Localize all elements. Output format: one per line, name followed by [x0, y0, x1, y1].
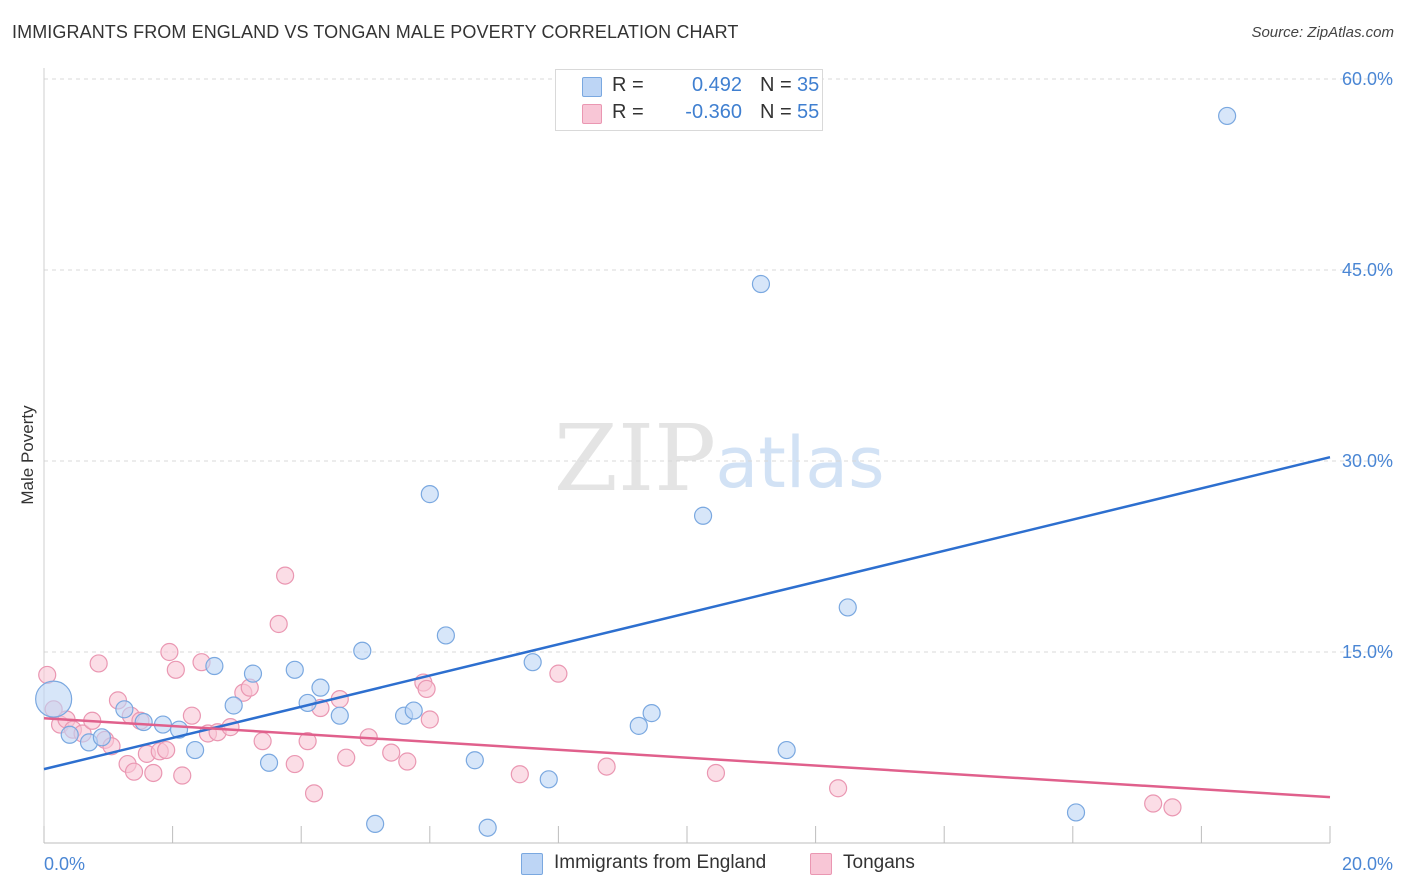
n-label: N = — [760, 101, 792, 123]
england-point — [285, 660, 304, 679]
england-point — [523, 653, 542, 672]
tongan-point — [337, 748, 356, 767]
england-point — [838, 598, 857, 617]
tongan-point — [417, 679, 436, 699]
stats-legend: R = 0.492 N = 35 R = -0.360 N = 55 — [555, 69, 823, 131]
england-point — [1066, 803, 1086, 822]
tongan-point — [382, 743, 401, 762]
england-point — [330, 706, 349, 725]
england-point — [629, 716, 648, 735]
source-credit: Source: ZipAtlas.com — [1251, 24, 1394, 41]
n-value: 35 — [797, 74, 820, 96]
x-tick-labels: 0.0% 20.0% — [44, 854, 1393, 874]
r-value: -0.360 — [685, 101, 742, 123]
england-point — [134, 712, 153, 732]
tongan-point — [1144, 794, 1163, 813]
tongan-point — [157, 740, 176, 760]
england-point — [366, 814, 385, 834]
tongan-point — [304, 784, 324, 803]
watermark-atlas: atlas — [715, 422, 884, 504]
y-tick-label: 45.0% — [1342, 260, 1393, 280]
england-point — [777, 740, 796, 760]
england-point — [35, 680, 73, 718]
england-point — [539, 770, 558, 789]
england-point — [751, 274, 771, 294]
england-points — [35, 106, 1237, 837]
england-swatch — [582, 77, 602, 97]
england-point — [1218, 106, 1237, 126]
tongan-point — [276, 566, 295, 585]
tongan-point — [89, 654, 108, 673]
england-point — [404, 701, 423, 720]
n-label: N = — [760, 74, 792, 96]
r-label: R = — [612, 74, 644, 96]
england-point — [205, 656, 224, 676]
england-point — [436, 626, 455, 645]
england-point — [186, 740, 205, 760]
england-point — [311, 678, 330, 697]
tongan-point — [510, 765, 529, 784]
trend-lines — [43, 455, 1331, 799]
watermark-zip: ZIP — [554, 405, 716, 512]
tongan-point — [253, 732, 272, 751]
england-point — [224, 696, 243, 715]
tongan-point — [420, 710, 439, 729]
tongan-trend-line — [43, 716, 1331, 799]
tongan-point — [166, 660, 185, 679]
r-label: R = — [612, 101, 644, 123]
tongan-point — [285, 754, 304, 774]
tongans-swatch — [810, 853, 832, 875]
tongan-point — [597, 757, 616, 776]
tongan-point — [298, 732, 317, 751]
tongan-point — [124, 762, 144, 781]
england-point — [92, 728, 111, 747]
england-swatch — [521, 853, 543, 875]
england-point — [243, 664, 263, 683]
england-point — [259, 753, 279, 772]
tongan-point — [144, 763, 163, 783]
england-point — [420, 485, 439, 504]
england-point — [60, 725, 79, 744]
chart-title: IMMIGRANTS FROM ENGLAND VS TONGAN MALE P… — [12, 22, 739, 42]
tongan-point — [1163, 798, 1182, 817]
tongan-point — [269, 614, 288, 634]
tongans-swatch — [582, 104, 602, 124]
y-tick-label: 60.0% — [1342, 69, 1393, 89]
n-value: 55 — [797, 101, 820, 123]
england-point — [478, 818, 497, 837]
tongan-point — [173, 766, 192, 785]
x-tick-label: 20.0% — [1342, 854, 1393, 874]
r-value: 0.492 — [691, 74, 742, 96]
y-tick-label: 30.0% — [1342, 451, 1393, 471]
gridlines — [44, 78, 1393, 653]
legend-label: Tongans — [843, 852, 915, 873]
tongan-point — [829, 779, 848, 798]
tongan-point — [221, 718, 240, 737]
england-point — [642, 704, 661, 723]
tongan-point — [706, 763, 726, 783]
england-point — [353, 641, 372, 660]
y-tick-labels: 15.0% 30.0% 45.0% 60.0% — [1342, 69, 1393, 662]
england-point — [693, 506, 713, 525]
tongan-point — [160, 642, 179, 662]
watermark: ZIP atlas — [554, 405, 885, 512]
legend-label: Immigrants from England — [554, 852, 767, 873]
england-point — [465, 751, 484, 770]
england-point — [115, 700, 134, 719]
england-trend-line — [43, 455, 1331, 771]
tongan-point — [398, 752, 417, 771]
x-tick-label: 0.0% — [44, 854, 85, 874]
y-tick-label: 15.0% — [1342, 642, 1393, 662]
tongan-point — [182, 706, 201, 725]
tongan-point — [549, 664, 568, 683]
